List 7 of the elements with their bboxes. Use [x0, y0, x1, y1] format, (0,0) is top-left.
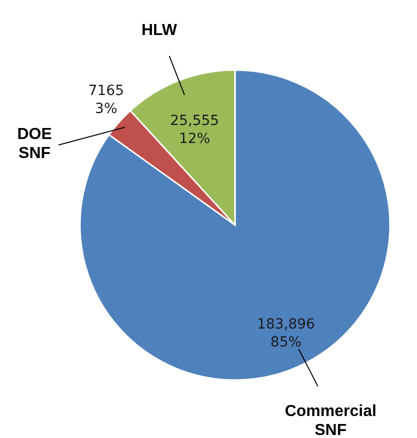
pie-slice	[79, 69, 391, 381]
slice-label: Commercial SNF	[284, 403, 376, 438]
slice-label: HLW	[141, 22, 178, 39]
slice-label: DOE SNF	[17, 126, 52, 162]
data-label: 7165 3%	[88, 82, 124, 117]
data-label: 25,555 12%	[170, 112, 220, 147]
data-label: 183,896 85%	[257, 316, 316, 350]
